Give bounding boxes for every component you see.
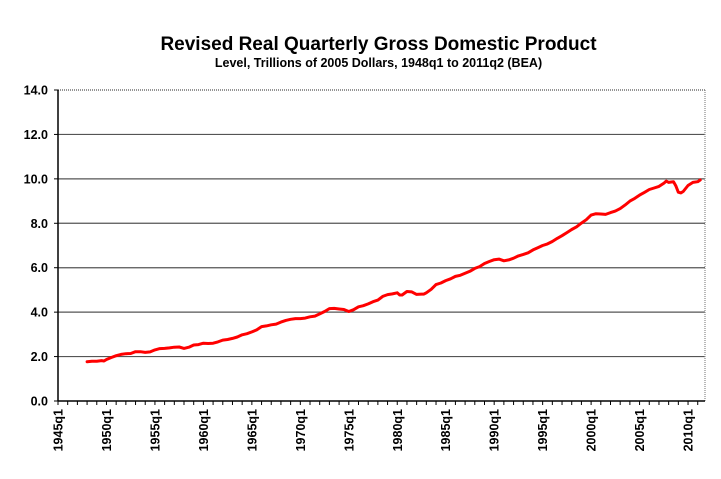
y-tick-label: 14.0 [24,84,48,98]
y-tick-label: 12.0 [24,128,48,142]
x-tick-label: 1965q1 [245,409,259,451]
x-tick-label: 2010q1 [682,409,696,451]
x-tick-label: 1990q1 [488,409,502,451]
y-tick-label: 2.0 [31,350,48,364]
x-tick-label: 1975q1 [342,409,356,451]
y-tick-label: 6.0 [31,261,48,275]
x-tick-label: 1955q1 [148,409,162,451]
axes [54,89,706,405]
x-tick-label: 1950q1 [100,409,114,451]
y-tick-label: 8.0 [31,217,48,231]
series-line-real-gdp [85,178,702,364]
x-tick-label: 2000q1 [585,409,599,451]
x-tick-label: 1995q1 [536,409,550,451]
y-tick-label: 10.0 [24,172,48,186]
x-tick-label: 1980q1 [391,409,405,451]
x-tick-label: 1960q1 [197,409,211,451]
chart-subtitle: Level, Trillions of 2005 Dollars, 1948q1… [214,56,543,70]
x-tick-label: 1970q1 [294,409,308,451]
y-tick-label: 4.0 [31,306,48,320]
series-layer [85,178,702,364]
x-tick-label: 2005q1 [633,409,647,451]
gridlines [58,89,705,358]
tick-labels: 0.0 2.0 4.0 6.0 8.0 10.0 12.0 14.0 1945q1 1950q1 1… [24,84,696,452]
chart-title: Revised Real Quarterly Gross Domestic Pr… [160,34,597,55]
x-tick-label: 1945q1 [52,409,66,451]
x-tick-label: 1985q1 [439,409,453,451]
y-tick-label: 0.0 [31,395,48,409]
